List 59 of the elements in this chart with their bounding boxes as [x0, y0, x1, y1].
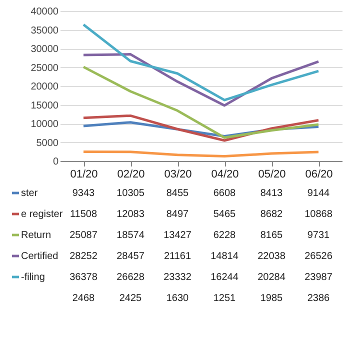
data-label: 18574: [116, 230, 145, 241]
data-label: 6228: [213, 230, 236, 241]
legend-label: Return: [21, 230, 52, 241]
y-tick-label: 20000: [30, 82, 59, 92]
y-tick-label: 5000: [36, 138, 59, 149]
data-label: 9731: [307, 230, 330, 241]
data-label: 5465: [213, 209, 236, 220]
data-label: 12083: [116, 209, 145, 220]
x-tick-label: 06/20: [305, 168, 333, 180]
x-tick-label: 03/20: [164, 168, 192, 180]
data-label: 8455: [166, 188, 190, 199]
data-label: 25087: [70, 230, 98, 241]
legend-label: e register: [21, 209, 64, 220]
legend-label: Certified: [21, 251, 58, 262]
data-label: 16244: [210, 272, 239, 283]
data-label: 1985: [260, 293, 284, 304]
line-series: [82, 53, 320, 107]
data-label: 8682: [260, 209, 284, 220]
line-series: [82, 66, 320, 139]
data-label: 22038: [258, 251, 286, 262]
data-label: 28252: [70, 251, 98, 262]
line-series: [82, 23, 320, 102]
data-label: 2425: [119, 293, 142, 304]
legend-label: ster: [21, 188, 38, 199]
data-label: 36378: [70, 272, 98, 283]
data-label: 9144: [307, 188, 330, 199]
x-tick-label: 04/20: [211, 168, 239, 180]
y-tick-label: 35000: [30, 25, 59, 36]
data-label: 20284: [258, 272, 286, 283]
data-label: 2386: [307, 293, 330, 304]
data-label: 26526: [304, 251, 333, 262]
data-label: 10305: [116, 188, 145, 199]
y-tick-label: 40000: [30, 6, 59, 18]
y-tick-label: 0: [52, 156, 59, 168]
data-label: 2468: [72, 293, 96, 304]
data-label: 6608: [213, 188, 236, 199]
data-label: 23987: [304, 272, 333, 283]
data-label: 23332: [164, 272, 192, 283]
x-tick-label: 02/20: [117, 168, 145, 180]
data-label: 11508: [70, 209, 98, 220]
data-label: 13427: [164, 230, 192, 241]
data-label: 14814: [210, 251, 239, 262]
data-label: 8165: [260, 230, 284, 241]
data-label: 1630: [166, 293, 190, 304]
legend-label: -filing: [21, 272, 45, 283]
data-label: 26628: [116, 272, 145, 283]
y-tick-label: 25000: [30, 62, 59, 74]
data-label: 10868: [304, 209, 333, 220]
data-label: 8413: [260, 188, 284, 199]
data-label: 21161: [164, 251, 192, 262]
y-tick-label: 30000: [30, 44, 59, 55]
data-label: 1251: [213, 293, 236, 304]
data-label: 9343: [72, 188, 96, 199]
data-label: 28457: [116, 251, 145, 262]
x-tick-label: 01/20: [70, 168, 98, 180]
y-tick-label: 10000: [30, 119, 59, 130]
y-tick-label: 15000: [30, 100, 59, 112]
x-tick-label: 05/20: [258, 168, 286, 180]
data-label: 8497: [166, 209, 190, 220]
